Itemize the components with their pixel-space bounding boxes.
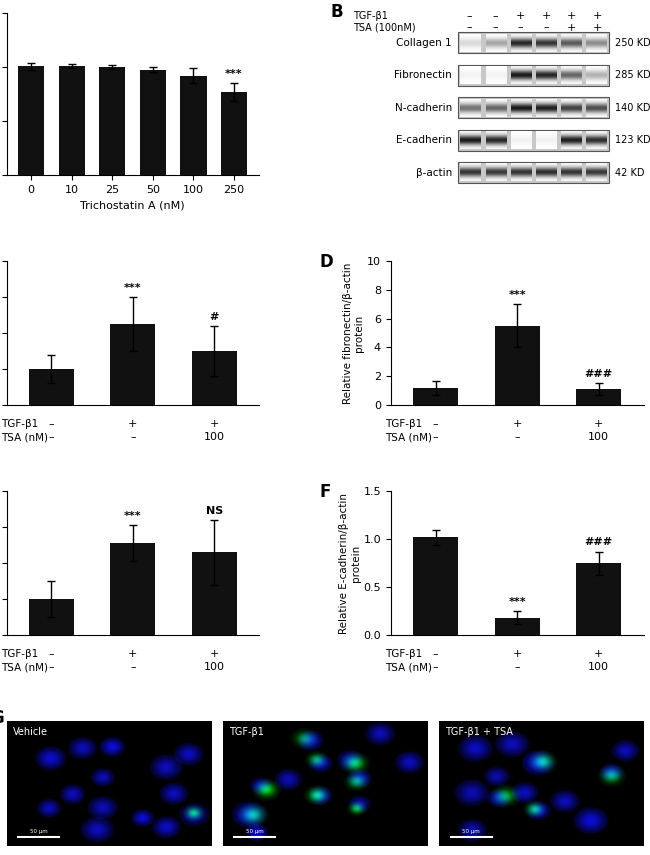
- Text: +: +: [592, 11, 602, 21]
- Text: –: –: [49, 433, 54, 442]
- Text: +: +: [567, 11, 577, 21]
- Text: +: +: [128, 419, 138, 429]
- Text: 50 μm: 50 μm: [246, 829, 264, 834]
- Text: TGF-β1: TGF-β1: [385, 419, 422, 429]
- Text: 285 KD: 285 KD: [614, 70, 650, 80]
- Text: TGF-β1 + TSA: TGF-β1 + TSA: [445, 727, 514, 737]
- Text: TSA (100nM): TSA (100nM): [354, 22, 416, 32]
- Text: TGF-β1: TGF-β1: [1, 649, 38, 659]
- Text: NS: NS: [206, 505, 223, 516]
- Text: TGF-β1: TGF-β1: [385, 649, 422, 659]
- Bar: [58, 66, 85, 175]
- Bar: [221, 91, 247, 175]
- Text: +: +: [567, 22, 577, 32]
- Text: ***: ***: [124, 511, 142, 521]
- Text: +: +: [210, 419, 219, 429]
- Text: –: –: [492, 11, 498, 21]
- Text: N-cadherin: N-cadherin: [395, 103, 452, 113]
- Text: TSA (nM): TSA (nM): [385, 433, 432, 442]
- Text: –: –: [514, 433, 520, 442]
- Text: β-actin: β-actin: [416, 168, 452, 178]
- Text: 50 μm: 50 μm: [30, 829, 47, 834]
- Text: –: –: [130, 433, 136, 442]
- Text: +: +: [512, 419, 522, 429]
- Bar: [413, 387, 458, 405]
- Text: TSA (nM): TSA (nM): [1, 433, 48, 442]
- Text: –: –: [49, 663, 54, 672]
- Text: +: +: [592, 22, 602, 32]
- Text: +: +: [594, 649, 603, 659]
- Text: ###: ###: [584, 369, 613, 379]
- Text: D: D: [320, 252, 333, 270]
- Text: 100: 100: [204, 663, 225, 672]
- Text: ***: ***: [508, 290, 526, 300]
- Bar: [180, 75, 207, 175]
- Text: Fibronectin: Fibronectin: [395, 70, 452, 80]
- Text: 50 μm: 50 μm: [462, 829, 480, 834]
- Text: +: +: [541, 11, 551, 21]
- Text: –: –: [433, 663, 438, 672]
- Text: F: F: [320, 482, 332, 500]
- Bar: [192, 351, 237, 405]
- Text: –: –: [433, 649, 438, 659]
- Text: G: G: [0, 709, 4, 727]
- Text: 100: 100: [588, 433, 609, 442]
- Text: –: –: [518, 22, 523, 32]
- Bar: [111, 543, 155, 635]
- Text: –: –: [433, 433, 438, 442]
- Bar: [29, 369, 73, 405]
- Text: 100: 100: [588, 663, 609, 672]
- Text: TGF-β1: TGF-β1: [229, 727, 264, 737]
- Y-axis label: Relative fibronectin/β-actin
protein: Relative fibronectin/β-actin protein: [343, 262, 364, 404]
- Y-axis label: Relative E-cadherin/β-actin
protein: Relative E-cadherin/β-actin protein: [339, 492, 361, 634]
- Text: –: –: [433, 419, 438, 429]
- Bar: [99, 68, 125, 175]
- Text: TGF-β1: TGF-β1: [354, 11, 389, 21]
- Bar: [140, 69, 166, 175]
- Text: +: +: [128, 649, 138, 659]
- Text: #: #: [210, 311, 219, 321]
- Text: ###: ###: [584, 537, 613, 547]
- Bar: [18, 67, 44, 175]
- Text: Vehicle: Vehicle: [12, 727, 47, 737]
- Text: 250 KD: 250 KD: [614, 38, 650, 48]
- Text: ***: ***: [508, 597, 526, 607]
- Text: B: B: [330, 3, 343, 21]
- Bar: [413, 537, 458, 635]
- Text: –: –: [514, 663, 520, 672]
- Bar: [577, 389, 621, 405]
- Text: E-cadherin: E-cadherin: [396, 135, 452, 145]
- Text: Collagen 1: Collagen 1: [396, 38, 452, 48]
- Text: –: –: [543, 22, 549, 32]
- X-axis label: Trichostatin A (nM): Trichostatin A (nM): [80, 200, 185, 210]
- Text: –: –: [467, 11, 473, 21]
- Text: –: –: [467, 22, 473, 32]
- Text: +: +: [512, 649, 522, 659]
- Text: 123 KD: 123 KD: [614, 135, 650, 145]
- Text: –: –: [49, 419, 54, 429]
- Text: TSA (nM): TSA (nM): [385, 663, 432, 672]
- Bar: [495, 326, 540, 405]
- Bar: [29, 599, 73, 635]
- Text: +: +: [516, 11, 525, 21]
- Text: –: –: [492, 22, 498, 32]
- Text: –: –: [49, 649, 54, 659]
- Text: ***: ***: [225, 69, 243, 80]
- Bar: [192, 552, 237, 635]
- Text: 42 KD: 42 KD: [614, 168, 644, 178]
- Text: TSA (nM): TSA (nM): [1, 663, 48, 672]
- Bar: [495, 617, 540, 635]
- Text: 100: 100: [204, 433, 225, 442]
- Text: +: +: [594, 419, 603, 429]
- Bar: [577, 563, 621, 635]
- Text: ***: ***: [124, 283, 142, 293]
- Bar: [111, 324, 155, 405]
- Text: TGF-β1: TGF-β1: [1, 419, 38, 429]
- Text: +: +: [210, 649, 219, 659]
- Text: –: –: [130, 663, 136, 672]
- Text: 140 KD: 140 KD: [614, 103, 650, 113]
